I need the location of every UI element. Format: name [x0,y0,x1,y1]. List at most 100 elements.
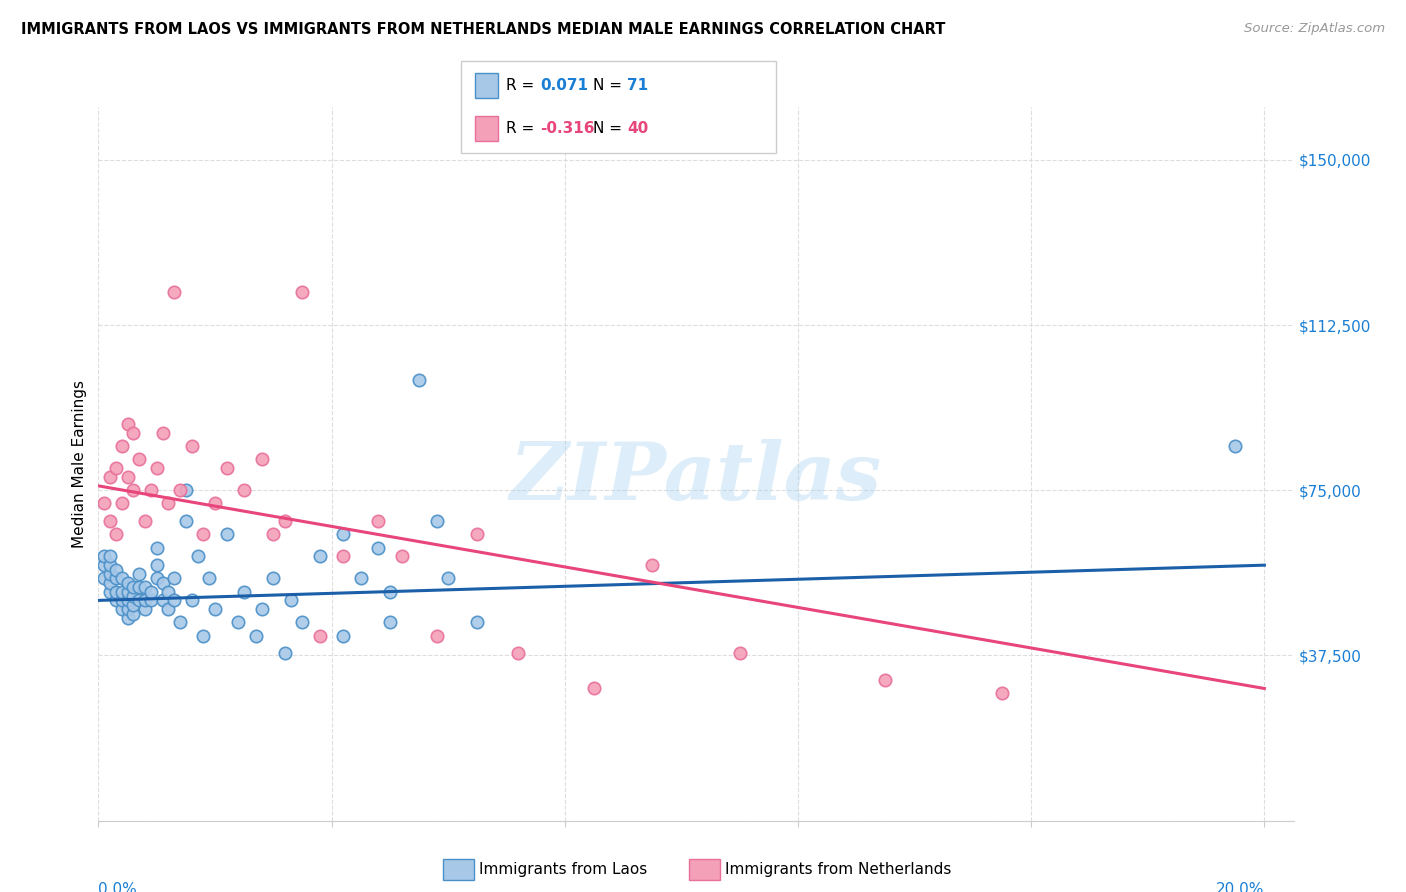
Point [117,611,139,625]
Point [250,602,273,616]
Point [193,527,215,541]
Point [425,629,447,643]
Text: R =: R = [506,121,540,136]
Point [228,615,250,630]
Point [98,566,121,581]
Point [104,571,127,585]
Text: 71: 71 [627,78,648,93]
Point [117,602,139,616]
Point [378,615,401,630]
Point [152,575,174,590]
Point [104,563,127,577]
Point [198,571,221,585]
Point [145,571,167,585]
Point [111,593,134,607]
Point [291,285,314,299]
Point [274,514,297,528]
Point [104,461,127,475]
Point [128,452,150,467]
Point [204,496,226,510]
Text: N =: N = [593,121,627,136]
Point [98,514,121,528]
Point [169,483,191,498]
Point [128,580,150,594]
Point [169,615,191,630]
Text: 0.0%: 0.0% [98,882,138,892]
Point [367,514,389,528]
Point [117,470,139,484]
Text: 0.071: 0.071 [540,78,588,93]
Point [117,593,139,607]
Point [93,571,115,585]
Point [134,580,156,594]
Point [180,593,202,607]
Point [111,439,134,453]
Text: 40: 40 [627,121,648,136]
Point [98,575,121,590]
Point [134,514,156,528]
Point [350,571,373,585]
Point [250,452,273,467]
Point [122,607,145,621]
Point [215,461,238,475]
Point [117,417,139,432]
Point [152,593,174,607]
Point [139,593,162,607]
Point [139,584,162,599]
Point [128,566,150,581]
Point [122,598,145,612]
Point [233,483,256,498]
Point [233,584,256,599]
Text: ZIPatlas: ZIPatlas [510,440,882,516]
Point [98,549,121,564]
Point [728,646,751,660]
Point [193,629,215,643]
Point [104,584,127,599]
Point [104,593,127,607]
Point [582,681,605,696]
Point [309,629,332,643]
Text: Immigrants from Netherlands: Immigrants from Netherlands [725,863,952,877]
Point [1225,439,1247,453]
Text: Immigrants from Laos: Immigrants from Laos [479,863,648,877]
Point [104,527,127,541]
Point [117,575,139,590]
Point [111,496,134,510]
Point [204,602,226,616]
Point [145,541,167,555]
Point [875,673,897,687]
Point [215,527,238,541]
Point [111,571,134,585]
Point [93,496,115,510]
Point [157,496,180,510]
Point [122,483,145,498]
Point [111,584,134,599]
Point [157,584,180,599]
Point [186,549,208,564]
Point [117,584,139,599]
Point [467,527,489,541]
Point [245,629,267,643]
Point [157,602,180,616]
Text: Source: ZipAtlas.com: Source: ZipAtlas.com [1244,22,1385,36]
Point [332,629,354,643]
Point [391,549,413,564]
Point [122,580,145,594]
Point [991,686,1014,700]
Text: -0.316: -0.316 [540,121,595,136]
Point [262,571,284,585]
Point [262,527,284,541]
Text: N =: N = [593,78,627,93]
Point [163,593,186,607]
Point [163,285,186,299]
Point [139,483,162,498]
Point [309,549,332,564]
Point [641,558,664,573]
Point [367,541,389,555]
Point [174,483,197,498]
Point [332,549,354,564]
Point [152,425,174,440]
Point [174,514,197,528]
Point [134,602,156,616]
Point [378,584,401,599]
